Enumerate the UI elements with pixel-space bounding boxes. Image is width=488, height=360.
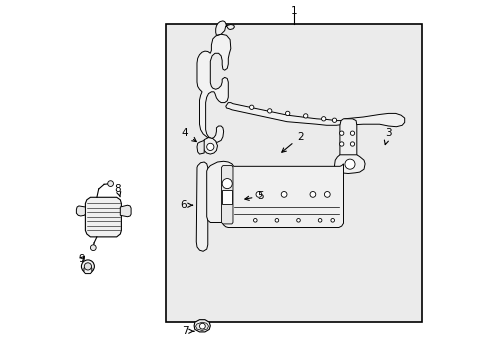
Circle shape: [330, 219, 334, 222]
Text: 8: 8: [114, 184, 121, 197]
Polygon shape: [196, 162, 207, 251]
Polygon shape: [203, 138, 217, 154]
Text: 5: 5: [244, 191, 264, 201]
Polygon shape: [215, 21, 234, 35]
Polygon shape: [194, 320, 210, 332]
Circle shape: [318, 219, 321, 222]
Polygon shape: [85, 197, 121, 237]
Circle shape: [349, 131, 354, 135]
Circle shape: [344, 159, 354, 169]
Text: 2: 2: [281, 132, 303, 152]
Circle shape: [107, 181, 113, 186]
Bar: [222, 190, 232, 204]
Circle shape: [309, 192, 315, 197]
Circle shape: [275, 219, 278, 222]
Circle shape: [199, 323, 205, 329]
Circle shape: [222, 179, 232, 189]
Bar: [166, 24, 421, 322]
Circle shape: [84, 263, 91, 270]
Polygon shape: [197, 34, 230, 142]
Polygon shape: [195, 322, 208, 330]
Circle shape: [249, 105, 253, 109]
Text: 6: 6: [180, 200, 192, 210]
Circle shape: [81, 260, 94, 273]
Polygon shape: [84, 266, 92, 274]
Text: 4: 4: [182, 128, 196, 141]
Text: 9: 9: [78, 254, 84, 264]
Circle shape: [256, 192, 261, 197]
Circle shape: [332, 118, 336, 122]
Polygon shape: [334, 155, 365, 174]
Polygon shape: [206, 161, 343, 228]
Circle shape: [339, 142, 343, 146]
Circle shape: [285, 111, 289, 116]
Polygon shape: [120, 205, 131, 217]
Circle shape: [324, 192, 329, 197]
Circle shape: [349, 142, 354, 146]
Circle shape: [90, 245, 96, 251]
Polygon shape: [221, 166, 232, 224]
Text: 3: 3: [384, 128, 391, 145]
Polygon shape: [344, 113, 404, 127]
Circle shape: [281, 192, 286, 197]
Polygon shape: [225, 103, 344, 125]
Circle shape: [253, 219, 257, 222]
Polygon shape: [197, 140, 204, 154]
Circle shape: [339, 131, 343, 135]
Circle shape: [303, 114, 307, 118]
Circle shape: [206, 143, 213, 150]
Circle shape: [267, 109, 271, 113]
Text: 1: 1: [290, 6, 297, 16]
Polygon shape: [339, 119, 356, 164]
Circle shape: [296, 219, 300, 222]
Text: 7: 7: [182, 326, 194, 336]
Polygon shape: [76, 206, 85, 216]
Circle shape: [321, 117, 325, 121]
